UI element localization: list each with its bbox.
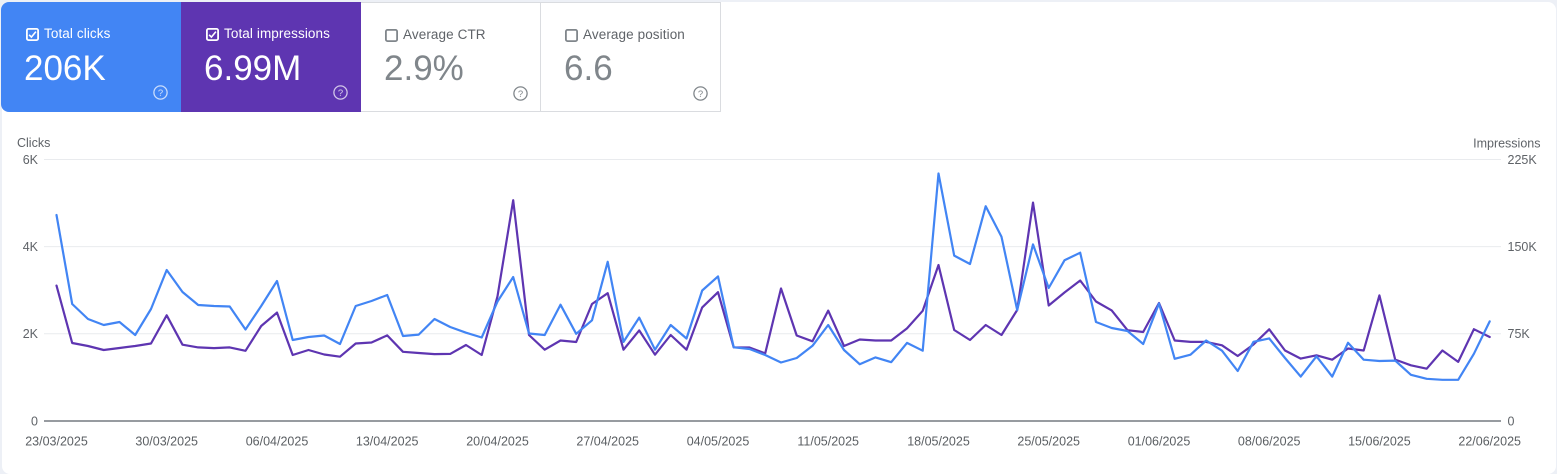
svg-text:75K: 75K bbox=[1508, 327, 1531, 341]
svg-text:2K: 2K bbox=[23, 327, 39, 341]
svg-text:150K: 150K bbox=[1508, 240, 1538, 254]
svg-text:18/05/2025: 18/05/2025 bbox=[907, 435, 970, 449]
svg-text:Clicks: Clicks bbox=[17, 136, 50, 150]
svg-text:27/04/2025: 27/04/2025 bbox=[576, 435, 639, 449]
svg-text:11/05/2025: 11/05/2025 bbox=[797, 435, 859, 449]
svg-text:20/04/2025: 20/04/2025 bbox=[466, 435, 529, 449]
svg-text:4K: 4K bbox=[23, 240, 39, 254]
svg-text:08/06/2025: 08/06/2025 bbox=[1238, 435, 1301, 449]
svg-text:0: 0 bbox=[31, 414, 38, 428]
svg-text:30/03/2025: 30/03/2025 bbox=[135, 435, 198, 449]
svg-text:06/04/2025: 06/04/2025 bbox=[246, 435, 309, 449]
svg-text:6K: 6K bbox=[23, 153, 39, 167]
svg-text:22/06/2025: 22/06/2025 bbox=[1458, 435, 1521, 449]
svg-text:Impressions: Impressions bbox=[1473, 137, 1540, 151]
svg-text:0: 0 bbox=[1508, 414, 1515, 428]
svg-text:13/04/2025: 13/04/2025 bbox=[356, 435, 419, 449]
svg-text:?: ? bbox=[158, 88, 163, 99]
svg-text:?: ? bbox=[698, 89, 703, 100]
svg-text:225K: 225K bbox=[1508, 153, 1538, 167]
svg-text:23/03/2025: 23/03/2025 bbox=[25, 435, 88, 449]
svg-text:25/05/2025: 25/05/2025 bbox=[1017, 435, 1080, 449]
svg-text:?: ? bbox=[338, 88, 343, 99]
svg-text:01/06/2025: 01/06/2025 bbox=[1128, 435, 1191, 449]
svg-text:?: ? bbox=[518, 89, 523, 100]
svg-text:04/05/2025: 04/05/2025 bbox=[687, 435, 750, 449]
svg-text:15/06/2025: 15/06/2025 bbox=[1348, 435, 1411, 449]
